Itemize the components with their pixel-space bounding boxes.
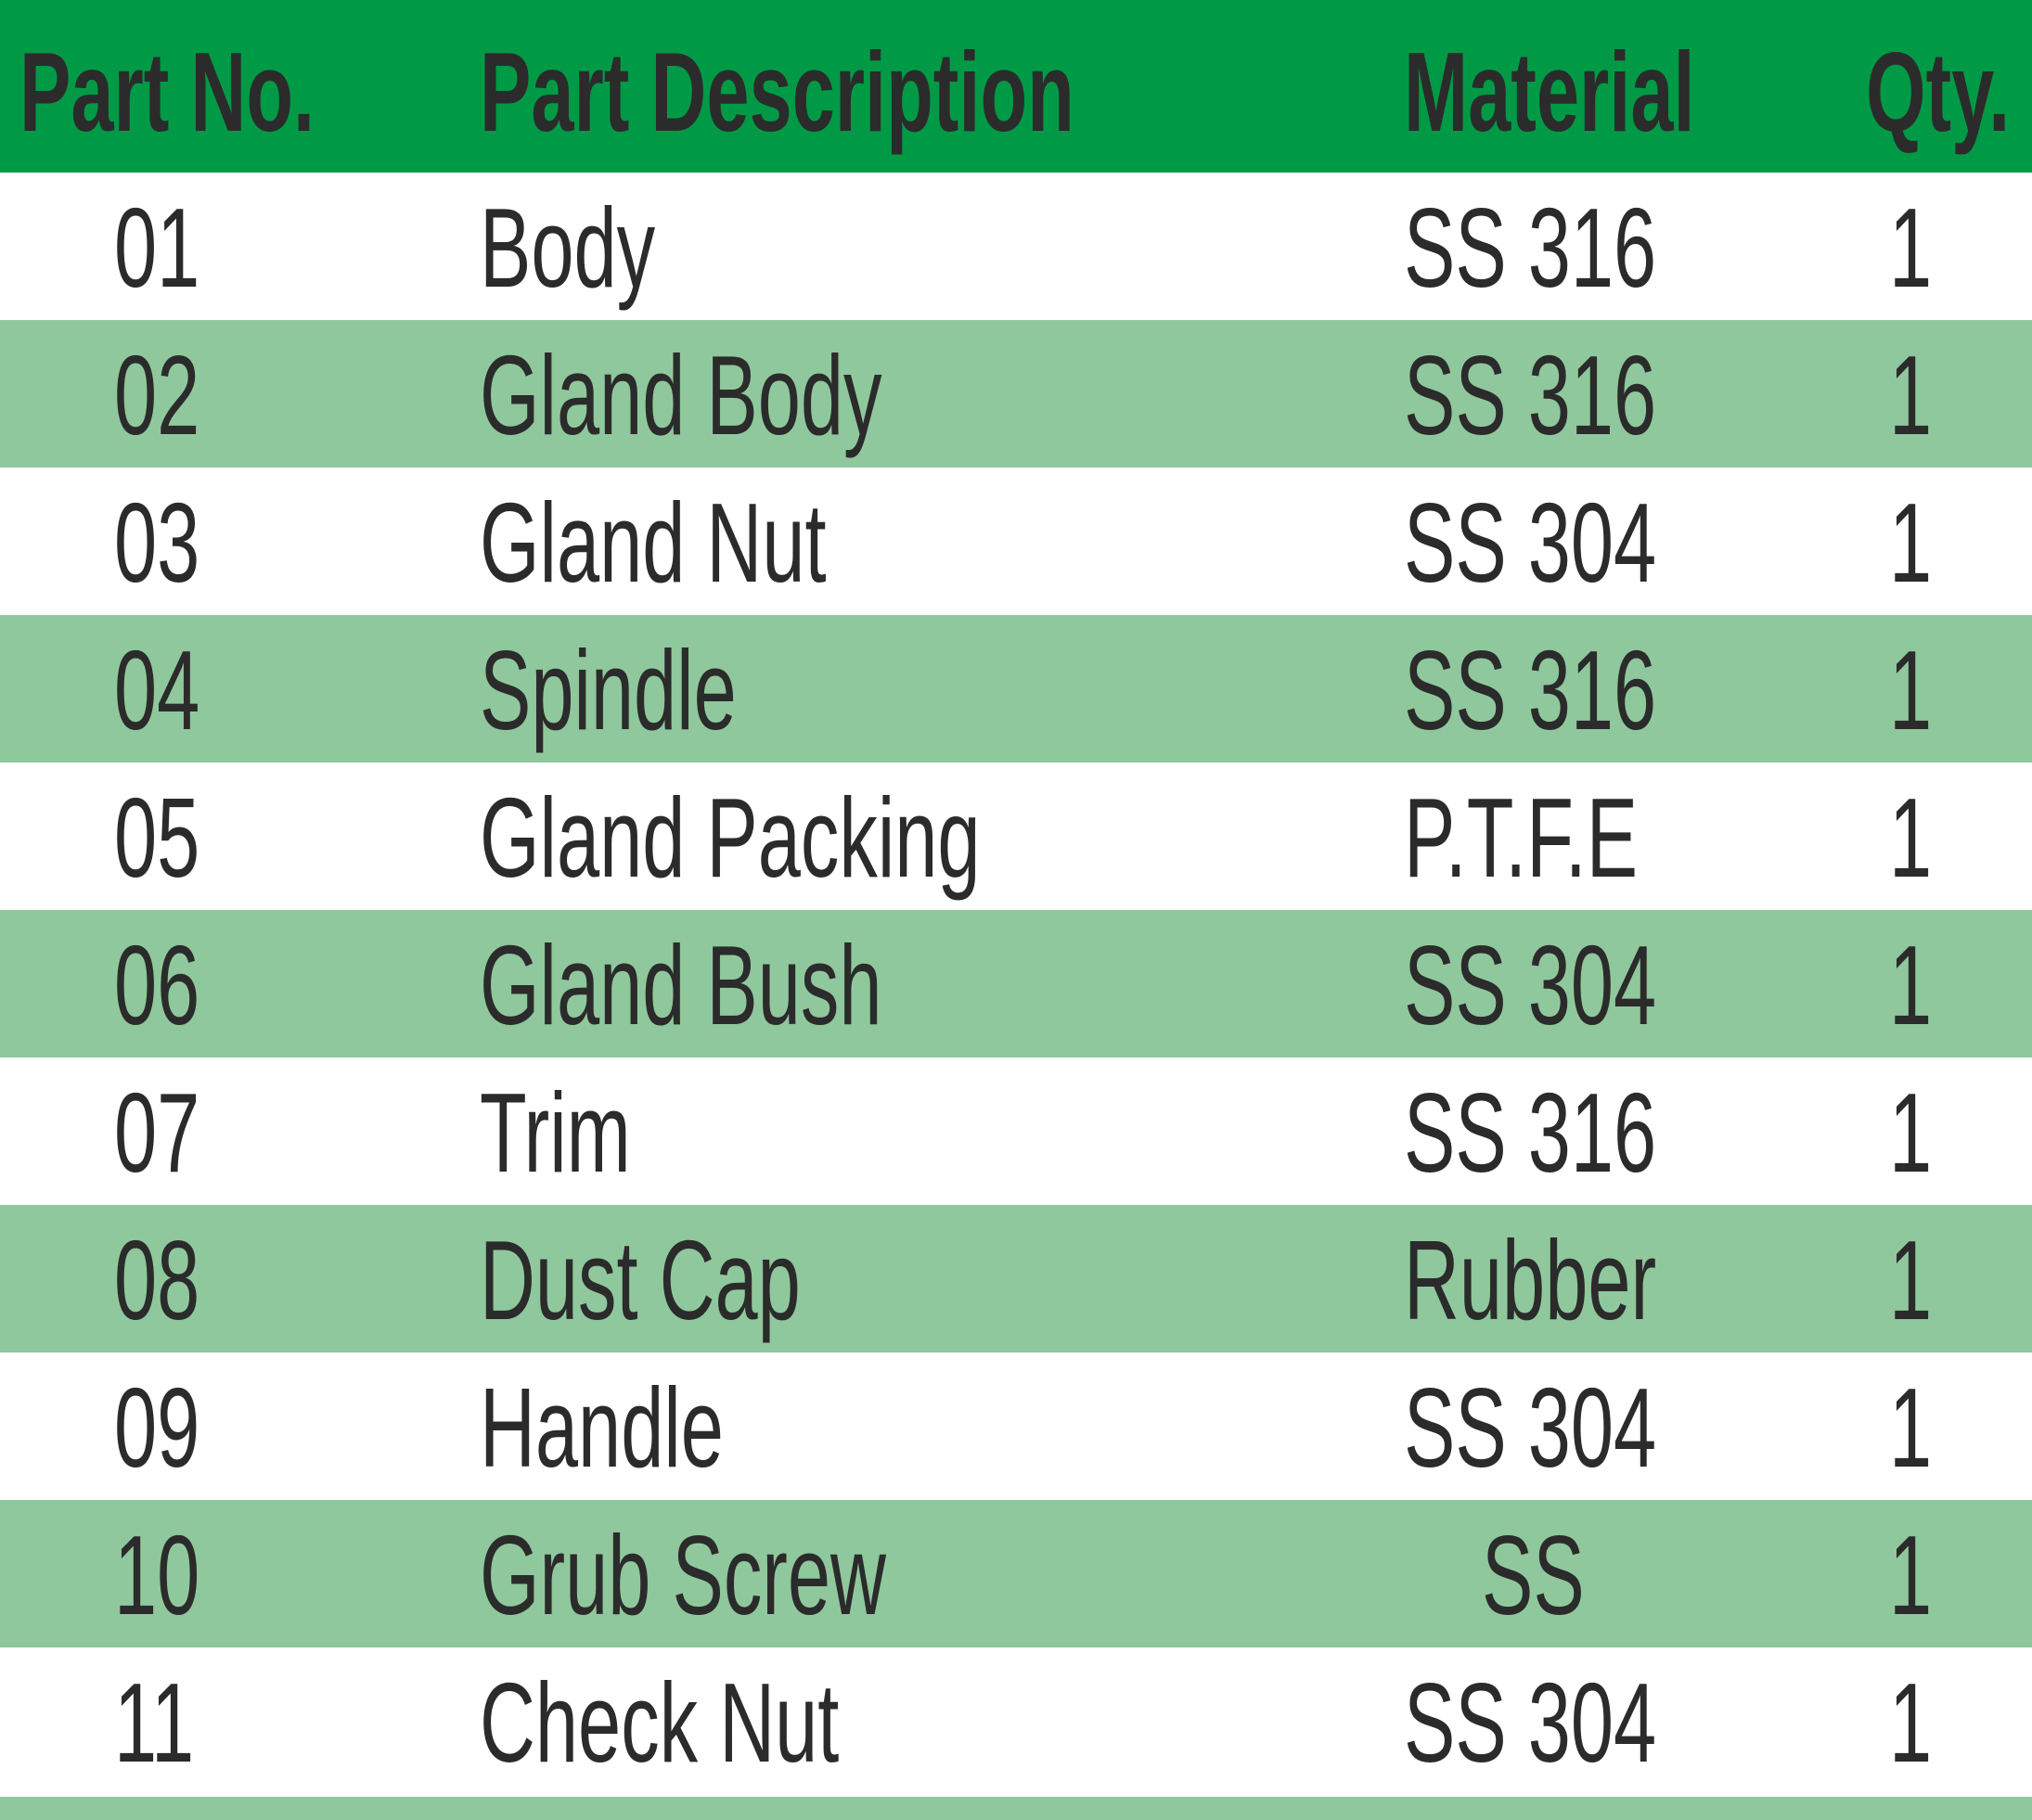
description-cell: Grub Screw — [480, 1512, 886, 1638]
qty-cell: 1 — [1889, 922, 1933, 1048]
description-cell: Gland Bush — [480, 922, 882, 1048]
table-header: Part No. Part Description Material Qty. — [0, 0, 2032, 173]
header-qty: Qty. — [1866, 29, 2011, 155]
qty-cell: 1 — [1889, 775, 1933, 901]
table-footer-strip — [0, 1797, 2032, 1820]
part-no-cell: 09 — [114, 1365, 200, 1491]
qty-cell: 1 — [1889, 185, 1933, 311]
part-no-cell: 05 — [114, 775, 200, 901]
qty-cell: 1 — [1889, 627, 1933, 753]
description-cell: Check Nut — [480, 1660, 840, 1786]
qty-cell: 1 — [1889, 480, 1933, 606]
description-cell: Gland Nut — [480, 480, 827, 606]
description-cell: Dust Cap — [480, 1217, 801, 1343]
qty-cell: 1 — [1889, 1365, 1933, 1491]
part-no-cell: 07 — [114, 1070, 200, 1196]
table-row: 01 Body SS 316 1 — [0, 173, 2032, 320]
table-row: 06 Gland Bush SS 304 1 — [0, 910, 2032, 1057]
material-cell: SS 316 — [1404, 185, 1657, 311]
header-material: Material — [1404, 29, 1695, 155]
table-row: 05 Gland Packing P.T.F.E 1 — [0, 763, 2032, 910]
part-no-cell: 10 — [114, 1512, 200, 1638]
description-cell: Gland Body — [480, 332, 882, 458]
description-cell: Spindle — [480, 627, 737, 753]
part-no-cell: 02 — [114, 332, 200, 458]
qty-cell: 1 — [1889, 1512, 1933, 1638]
part-no-cell: 06 — [114, 922, 200, 1048]
header-description: Part Description — [480, 29, 1074, 155]
qty-cell: 1 — [1889, 332, 1933, 458]
material-cell: SS 304 — [1404, 1365, 1657, 1491]
qty-cell: 1 — [1889, 1660, 1933, 1786]
table-row: 08 Dust Cap Rubber 1 — [0, 1205, 2032, 1352]
material-cell: P.T.F.E — [1404, 775, 1639, 901]
material-cell: SS 316 — [1404, 332, 1657, 458]
description-cell: Trim — [480, 1070, 631, 1196]
material-cell: SS 304 — [1404, 1660, 1657, 1786]
header-part-no: Part No. — [19, 29, 315, 155]
part-no-cell: 03 — [114, 480, 200, 606]
part-no-cell: 04 — [114, 627, 200, 753]
material-cell: SS 304 — [1404, 480, 1657, 606]
description-cell: Gland Packing — [480, 775, 981, 901]
part-no-cell: 01 — [114, 185, 200, 311]
material-cell: SS 304 — [1404, 922, 1657, 1048]
table-row: 07 Trim SS 316 1 — [0, 1057, 2032, 1205]
material-cell: Rubber — [1404, 1217, 1657, 1343]
table-row: 02 Gland Body SS 316 1 — [0, 320, 2032, 468]
description-cell: Body — [480, 185, 656, 311]
table-row: 09 Handle SS 304 1 — [0, 1352, 2032, 1500]
part-no-cell: 08 — [114, 1217, 200, 1343]
material-cell: SS — [1482, 1512, 1585, 1638]
qty-cell: 1 — [1889, 1217, 1933, 1343]
qty-cell: 1 — [1889, 1070, 1933, 1196]
material-cell: SS 316 — [1404, 627, 1657, 753]
material-cell: SS 316 — [1404, 1070, 1657, 1196]
table-row: 11 Check Nut SS 304 1 — [0, 1647, 2032, 1795]
table-row: 10 Grub Screw SS 1 — [0, 1500, 2032, 1647]
part-no-cell: 11 — [114, 1660, 195, 1786]
table-row: 03 Gland Nut SS 304 1 — [0, 468, 2032, 615]
description-cell: Handle — [480, 1365, 724, 1491]
table-row: 04 Spindle SS 316 1 — [0, 615, 2032, 763]
